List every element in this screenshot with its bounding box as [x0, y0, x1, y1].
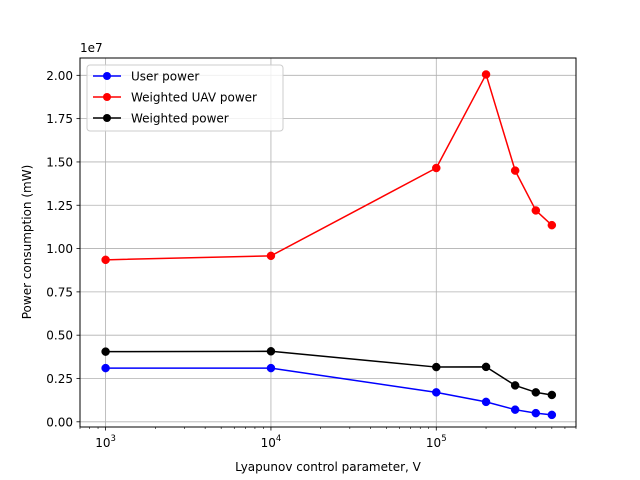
x-axis-label: Lyapunov control parameter, V	[235, 460, 422, 474]
legend-marker	[103, 114, 111, 122]
legend-box	[86, 64, 284, 132]
y-tick-label: 0.25	[46, 372, 73, 386]
x-tick-label: 104	[261, 434, 282, 450]
data-point	[531, 388, 541, 397]
y-tick-label: 2.00	[46, 69, 73, 83]
legend-marker	[103, 72, 111, 80]
data-point	[531, 408, 541, 418]
series-lines	[101, 70, 557, 420]
data-point	[531, 206, 541, 215]
y-tick-label: 0.50	[46, 329, 73, 343]
data-point	[266, 363, 276, 373]
x-tick-label: 103	[95, 434, 116, 450]
data-point	[481, 397, 491, 407]
data-point	[547, 220, 557, 230]
y-multiplier-label: 1e7	[80, 41, 103, 55]
y-tick-label: 0.00	[46, 415, 73, 429]
data-point	[432, 163, 441, 173]
data-point	[101, 255, 110, 265]
data-point	[547, 410, 557, 420]
y-tick-label: 1.50	[46, 155, 73, 169]
data-point	[510, 405, 520, 414]
y-axis-label: Power consumption (mW)	[20, 165, 34, 320]
data-point	[432, 388, 441, 397]
data-point	[101, 347, 110, 356]
y-tick-label: 1.75	[46, 112, 73, 126]
legend: User power Weighted UAV power Weighted pow…	[86, 64, 284, 132]
data-point	[266, 347, 276, 356]
legend-marker	[103, 93, 111, 101]
data-point	[510, 381, 520, 390]
y-tick-label: 1.00	[46, 242, 73, 256]
data-point	[432, 362, 441, 372]
data-point	[481, 362, 491, 372]
data-point	[266, 251, 276, 261]
y-tick-label: 1.25	[46, 199, 73, 213]
data-point	[510, 166, 520, 175]
axis-ticks: 0.00 0.25 0.50 0.75 1.00 1.25 1.50 1.75 2.00 103 1…	[46, 69, 577, 450]
data-point	[481, 70, 491, 79]
legend-label: Weighted power	[131, 112, 229, 126]
data-point	[547, 390, 557, 400]
legend-label: Weighted UAV power	[131, 91, 257, 105]
data-point	[101, 363, 110, 373]
y-tick-label: 0.75	[46, 285, 73, 299]
legend-label: User power	[131, 70, 199, 84]
plot-frame	[79, 57, 577, 428]
x-tick-label: 105	[426, 434, 447, 450]
